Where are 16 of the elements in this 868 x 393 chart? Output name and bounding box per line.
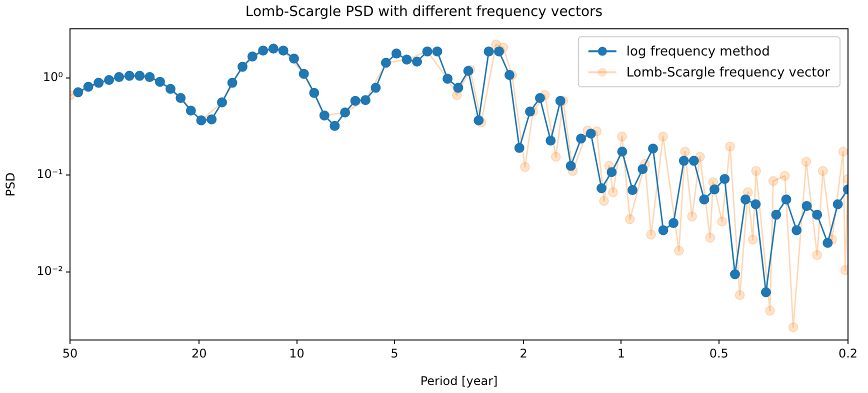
x-tick-label: 0.2: [838, 346, 858, 360]
y-tick-label: 10⁰: [42, 70, 64, 84]
legend-label: Lomb-Scargle frequency vector: [626, 66, 831, 81]
legend-label: log frequency method: [626, 44, 770, 60]
x-tick-label: 50: [62, 346, 78, 360]
x-tick-label: 5: [390, 346, 398, 360]
x-tick-label: 0.5: [709, 346, 728, 360]
x-tick-label: 10: [289, 346, 304, 360]
x-tick-label: 20: [191, 346, 207, 360]
y-axis-title: PSD: [3, 172, 18, 196]
x-tick-label: 2: [520, 346, 528, 360]
y-tick-label: 10⁻²: [36, 264, 64, 278]
x-tick-label: 1: [617, 346, 626, 360]
chart-title: Lomb-Scargle PSD with different frequency vectors: [245, 4, 603, 20]
x-axis-title: Period [year]: [420, 374, 498, 388]
y-tick-label: 10⁻¹: [36, 167, 64, 182]
